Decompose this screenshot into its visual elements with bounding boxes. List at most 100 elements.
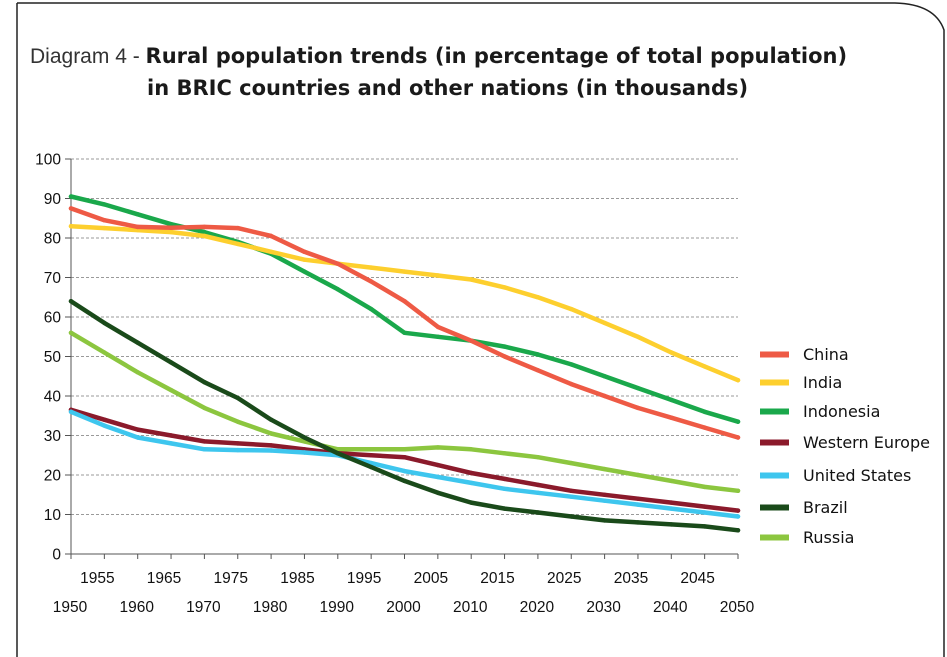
point-brazil-2040 (669, 522, 674, 527)
x-tick-label-2030: 2030 (586, 599, 621, 616)
x-tick-label-1970: 1970 (186, 599, 221, 616)
point-india-1995 (369, 265, 374, 270)
point-brazil-1980 (268, 417, 274, 422)
point-united-states-2035 (635, 502, 641, 507)
point-india-2050 (735, 378, 741, 383)
y-tick-label-30: 30 (44, 428, 62, 445)
point-indonesia-1970 (202, 229, 207, 235)
point-western-europe-2040 (669, 500, 674, 505)
point-united-states-2010 (469, 480, 474, 486)
x-tick-labels: 1955 1965 1975 1985 1995 2005 2015 2025 2035 2045… (53, 570, 755, 616)
legend-item-indonesia: Indonesia (760, 402, 880, 421)
legend-label-indonesia: Indonesia (803, 402, 880, 421)
y-tick-label-100: 100 (35, 152, 61, 169)
legend: China India Indonesia Western Europe United … (760, 345, 930, 547)
point-russia-1960 (135, 370, 140, 375)
point-china-2020 (535, 368, 541, 373)
point-brazil-2030 (602, 518, 607, 523)
legend-swatch-china (760, 351, 789, 358)
x-tick-label-1975: 1975 (214, 570, 248, 587)
point-indonesia-1950 (68, 194, 74, 199)
point-western-europe-1970 (202, 439, 207, 444)
x-tick-label-2050: 2050 (720, 599, 755, 616)
point-india-2020 (535, 295, 541, 300)
point-russia-1955 (102, 350, 107, 355)
point-united-states-2025 (569, 494, 574, 499)
y-tick-label-70: 70 (44, 270, 62, 287)
y-tick-label-10: 10 (44, 507, 62, 524)
y-tick-label-50: 50 (44, 349, 62, 366)
point-brazil-2035 (635, 520, 641, 525)
point-russia-1995 (369, 447, 374, 452)
legend-swatch-western-europe (760, 439, 789, 446)
x-tick-label-2015: 2015 (480, 570, 514, 587)
y-tick-label-40: 40 (44, 389, 62, 406)
legend-swatch-brazil (760, 504, 789, 511)
point-united-states-1965 (168, 441, 174, 446)
point-indonesia-2025 (569, 362, 574, 367)
point-china-1965 (168, 225, 174, 230)
y-tick-labels: 0 10 20 30 40 50 60 70 80 90 100 (35, 152, 61, 564)
legend-item-india: India (760, 373, 842, 392)
point-china-1980 (268, 233, 274, 239)
series-line-china (68, 206, 741, 440)
point-united-states-2005 (435, 474, 441, 480)
point-china-1975 (235, 225, 240, 231)
point-western-europe-2010 (469, 470, 474, 476)
point-russia-2005 (435, 445, 441, 450)
legend-item-united-states: United States (760, 466, 911, 485)
point-indonesia-2020 (535, 352, 541, 357)
point-indonesia-2000 (402, 330, 407, 335)
legend-swatch-united-states (760, 472, 789, 479)
chart-title-line2: in BRIC countries and other nations (in … (147, 76, 748, 100)
point-brazil-1975 (235, 395, 240, 401)
point-china-2040 (669, 415, 674, 420)
point-india-1950 (68, 224, 74, 229)
point-china-2035 (635, 405, 641, 411)
point-russia-2035 (635, 472, 641, 478)
point-western-europe-2025 (569, 488, 574, 493)
point-indonesia-2005 (435, 334, 441, 339)
x-tick-label-1995: 1995 (347, 570, 381, 587)
point-china-2050 (735, 435, 741, 440)
point-united-states-1970 (202, 447, 207, 452)
legend-item-brazil: Brazil (760, 498, 848, 517)
legend-label-india: India (803, 373, 842, 392)
point-china-1960 (135, 224, 140, 230)
point-western-europe-1975 (235, 441, 240, 446)
point-indonesia-1995 (369, 306, 374, 312)
point-russia-1980 (268, 431, 274, 436)
chart-title-line1: Diagram 4 - Rural population trends (in … (30, 44, 847, 68)
gridlines (65, 158, 738, 555)
point-china-2010 (469, 338, 474, 343)
point-india-2000 (402, 269, 407, 274)
point-brazil-1965 (168, 360, 174, 365)
y-tick-label-20: 20 (44, 468, 62, 485)
point-india-1955 (102, 225, 107, 231)
point-india-2025 (569, 306, 574, 312)
point-india-1975 (235, 241, 240, 247)
point-china-2045 (702, 425, 707, 430)
point-russia-2025 (569, 460, 574, 466)
point-indonesia-1985 (302, 269, 307, 274)
point-western-europe-1980 (268, 443, 274, 448)
point-indonesia-1965 (168, 222, 174, 227)
point-united-states-2050 (735, 514, 741, 519)
point-india-2005 (435, 273, 441, 278)
x-tick-label-1965: 1965 (147, 570, 181, 587)
point-united-states-2015 (502, 486, 507, 491)
point-russia-1970 (202, 405, 207, 411)
point-brazil-2015 (502, 506, 507, 511)
y-tick-label-0: 0 (52, 547, 61, 564)
y-tick-label-90: 90 (44, 191, 62, 208)
point-russia-2040 (669, 478, 674, 484)
point-china-2030 (602, 393, 607, 399)
point-united-states-2040 (669, 506, 674, 511)
point-brazil-1960 (135, 340, 140, 345)
point-western-europe-1995 (369, 453, 374, 458)
legend-swatch-india (760, 379, 789, 386)
point-china-1970 (202, 224, 207, 230)
point-western-europe-2020 (535, 482, 541, 488)
point-brazil-2005 (435, 490, 441, 495)
